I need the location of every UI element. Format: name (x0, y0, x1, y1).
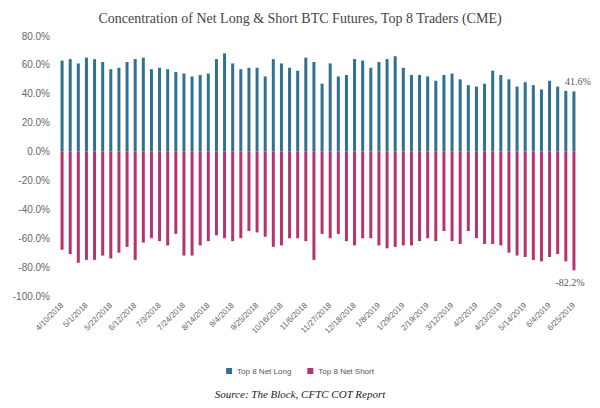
svg-text:-100.0%: -100.0% (13, 291, 50, 302)
svg-text:-40.0%: -40.0% (18, 204, 50, 215)
svg-text:11/27/2018: 11/27/2018 (299, 300, 334, 335)
svg-text:20.0%: 20.0% (22, 117, 50, 128)
svg-text:7/3/2018: 7/3/2018 (134, 300, 163, 330)
svg-text:4/23/2019: 4/23/2019 (472, 300, 504, 333)
svg-text:Concentration of Net Long & Sh: Concentration of Net Long & Short BTC Fu… (98, 11, 502, 27)
svg-text:-60.0%: -60.0% (18, 233, 50, 244)
svg-text:80.0%: 80.0% (22, 31, 50, 42)
svg-text:6/4/2019: 6/4/2019 (524, 300, 553, 330)
svg-text:5/14/2019: 5/14/2019 (497, 300, 529, 332)
svg-text:3/12/2019: 3/12/2019 (424, 300, 456, 332)
svg-text:1/29/2019: 1/29/2019 (375, 300, 407, 333)
svg-text:-20.0%: -20.0% (18, 175, 50, 186)
svg-text:40.0%: 40.0% (22, 88, 50, 99)
svg-text:2/19/2019: 2/19/2019 (399, 300, 431, 333)
svg-text:9/4/2018: 9/4/2018 (207, 300, 236, 330)
svg-text:12/18/2018: 12/18/2018 (323, 300, 358, 335)
svg-text:-80.0%: -80.0% (18, 262, 50, 273)
svg-text:41.6%: 41.6% (565, 76, 591, 87)
svg-text:-82.2%: -82.2% (555, 277, 584, 288)
svg-text:6/12/2018: 6/12/2018 (107, 300, 139, 332)
svg-text:5/1/2018: 5/1/2018 (61, 300, 90, 330)
svg-text:6/25/2019: 6/25/2019 (546, 300, 578, 332)
svg-text:7/24/2018: 7/24/2018 (155, 300, 188, 333)
svg-text:Top 8 Net Long: Top 8 Net Long (237, 367, 291, 376)
svg-text:8/14/2018: 8/14/2018 (180, 300, 212, 332)
svg-text:11/6/2018: 11/6/2018 (277, 300, 309, 332)
svg-text:4/10/2018: 4/10/2018 (34, 300, 66, 332)
svg-text:5/22/2018: 5/22/2018 (82, 300, 114, 333)
svg-text:10/16/2018: 10/16/2018 (250, 300, 285, 335)
svg-text:60.0%: 60.0% (22, 59, 50, 70)
svg-text:1/8/2019: 1/8/2019 (353, 300, 383, 330)
svg-text:Source: The Block, CFTC COT Re: Source: The Block, CFTC COT Report (215, 388, 386, 400)
svg-text:Top 8 Net Short: Top 8 Net Short (318, 367, 374, 376)
svg-text:0.0%: 0.0% (27, 146, 50, 157)
svg-text:9/25/2018: 9/25/2018 (228, 300, 261, 333)
svg-text:4/2/2019: 4/2/2019 (451, 300, 480, 330)
